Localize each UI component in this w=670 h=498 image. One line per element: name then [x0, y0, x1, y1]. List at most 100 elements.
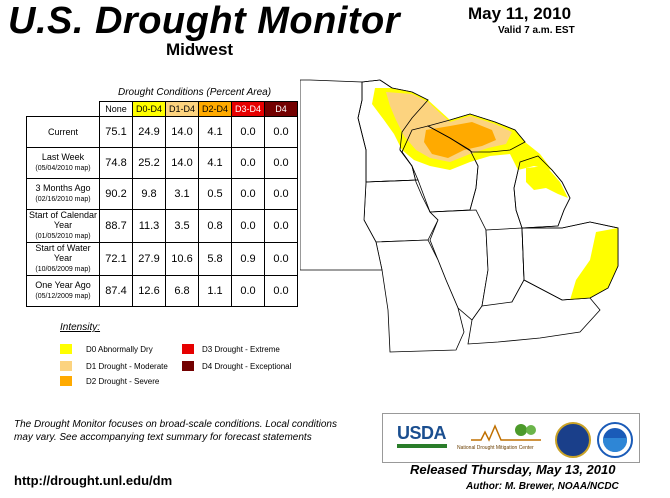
d0-area-michigan: [526, 166, 568, 198]
table-cell: 14.0: [165, 147, 199, 179]
legend-label: D1 Drought - Moderate: [86, 361, 168, 371]
d2-area-north: [424, 122, 496, 158]
table-row: Start of Water Year (10/06/2009 map) 72.1…: [26, 242, 298, 276]
table-cell: 3.5: [165, 209, 199, 243]
state-kentucky: [467, 279, 601, 345]
table-cell: 0.0: [231, 275, 265, 307]
author-credit: Author: M. Brewer, NOAA/NCDC: [466, 481, 619, 492]
usda-logo-bar: [397, 444, 447, 448]
table-cell: 25.2: [132, 147, 166, 179]
table-cell: 87.4: [99, 275, 133, 307]
legend-swatch: [182, 361, 194, 371]
table-cell: 9.8: [132, 178, 166, 210]
table-cell: 0.0: [231, 147, 265, 179]
row-label-text: Start of Water Year: [35, 243, 91, 263]
legend-swatch: [60, 344, 72, 354]
row-label-text: Current: [47, 127, 78, 137]
table-row: One Year Ago (05/12/2009 map) 87.4 12.6 6…: [26, 275, 298, 307]
header-blank: [27, 102, 100, 117]
row-label: Start of Water Year (10/06/2009 map): [26, 242, 100, 276]
table-cell: 0.0: [264, 116, 298, 148]
table-cell: 90.2: [99, 178, 133, 210]
table-cell: 72.1: [99, 242, 133, 276]
table-row: Current 75.1 24.9 14.0 4.1 0.0 0.0: [26, 116, 298, 148]
valid-time: Valid 7 a.m. EST: [498, 25, 575, 36]
legend-item-d0: D0 Abnormally Dry: [60, 344, 153, 354]
table-row: Last Week (05/04/2010 map) 74.8 25.2 14.0…: [26, 147, 298, 179]
legend-item-d1: D1 Drought - Moderate: [60, 361, 168, 371]
table-cell: 4.1: [198, 147, 232, 179]
col-d4: D4: [264, 101, 298, 117]
table-cell: 10.6: [165, 242, 199, 276]
row-label-date: (10/06/2009 map): [35, 266, 91, 273]
row-label-text: Last Week: [41, 152, 85, 162]
drought-conditions-table: None D0-D4 D1-D4 D2-D4 D3-D4 D4 Current …: [26, 101, 298, 307]
table-cell: 11.3: [132, 209, 166, 243]
row-label-text: Start of Calendar Year: [28, 210, 98, 230]
col-d3-d4: D3-D4: [231, 101, 265, 117]
legend-item-d4: D4 Drought - Exceptional: [182, 361, 291, 371]
table-cell: 88.7: [99, 209, 133, 243]
table-cell: 12.6: [132, 275, 166, 307]
col-d1-d4: D1-D4: [165, 101, 199, 117]
table-cell: 0.0: [264, 147, 298, 179]
table-cell: 1.1: [198, 275, 232, 307]
row-label-text: 3 Months Ago: [35, 183, 91, 193]
state-missouri: [375, 239, 465, 353]
table-cell: 0.0: [264, 178, 298, 210]
ndmc-logo-icon: [471, 422, 541, 444]
row-label: Last Week (05/04/2010 map): [26, 147, 100, 179]
table-cell: 0.0: [264, 275, 298, 307]
table-cell: 74.8: [99, 147, 133, 179]
legend-label: D3 Drought - Extreme: [202, 344, 280, 354]
table-cell: 0.5: [198, 178, 232, 210]
disclaimer-note: The Drought Monitor focuses on broad-sca…: [14, 419, 337, 443]
table-cell: 0.0: [231, 116, 265, 148]
table-cell: 0.0: [264, 209, 298, 243]
legend-label: D4 Drought - Exceptional: [202, 361, 292, 371]
table-cell: 0.9: [231, 242, 265, 276]
legend-item-d3: D3 Drought - Extreme: [182, 344, 280, 354]
table-header-row: None D0-D4 D1-D4 D2-D4 D3-D4 D4: [27, 101, 298, 117]
legend-swatch: [60, 361, 72, 371]
table-cell: 0.0: [264, 242, 298, 276]
legend-swatch: [182, 344, 194, 354]
table-cell: 6.8: [165, 275, 199, 307]
table-cell: 24.9: [132, 116, 166, 148]
table-cell: 0.0: [231, 209, 265, 243]
table-row: 3 Months Ago (02/16/2010 map) 90.2 9.8 3.…: [26, 178, 298, 210]
row-label: 3 Months Ago (02/16/2010 map): [26, 178, 100, 210]
release-date: Released Thursday, May 13, 2010: [410, 462, 616, 477]
table-row: Start of Calendar Year (01/05/2010 map) 8…: [26, 209, 298, 243]
table-cell: 3.1: [165, 178, 199, 210]
col-d0-d4: D0-D4: [132, 101, 166, 117]
table-cell: 0.8: [198, 209, 232, 243]
usda-logo: USDA: [397, 423, 447, 443]
row-label-date: (02/16/2010 map): [35, 196, 91, 203]
table-cell: 75.1: [99, 116, 133, 148]
map-date: May 11, 2010: [468, 4, 572, 23]
legend-label: D2 Drought - Severe: [86, 376, 160, 386]
legend-swatch: [60, 376, 72, 386]
table-cell: 14.0: [165, 116, 199, 148]
row-label-text: One Year Ago: [35, 280, 91, 290]
drought-monitor-url[interactable]: http://drought.unl.edu/dm: [14, 473, 173, 488]
row-label: Start of Calendar Year (01/05/2010 map): [26, 209, 100, 243]
region-label: Midwest: [166, 40, 234, 59]
partner-logos: USDA National Drought Mitigation Center: [382, 413, 640, 463]
midwest-drought-map: [300, 79, 619, 353]
row-label: Current: [26, 116, 100, 148]
legend-title: Intensity:: [60, 322, 101, 333]
map-title: U.S. Drought Monitor: [8, 0, 401, 42]
doc-seal-icon: [555, 422, 591, 458]
col-d2-d4: D2-D4: [198, 101, 232, 117]
drought-areas: [372, 88, 618, 300]
col-none: None: [99, 101, 133, 117]
table-cell: 4.1: [198, 116, 232, 148]
noaa-logo-icon: [597, 422, 633, 458]
d0-area-ohio: [570, 228, 618, 300]
table-cell: 27.9: [132, 242, 166, 276]
legend-label: D0 Abnormally Dry: [86, 344, 153, 354]
row-label-date: (01/05/2010 map): [35, 233, 91, 240]
legend-item-d2: D2 Drought - Severe: [60, 376, 159, 386]
